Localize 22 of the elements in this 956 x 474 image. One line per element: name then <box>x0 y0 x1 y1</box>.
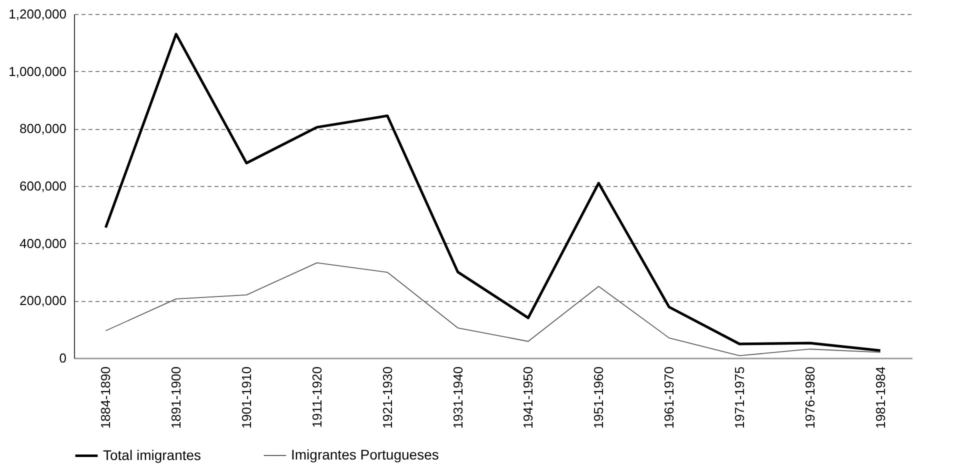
x-tick-label: 1951-1960 <box>591 366 606 429</box>
x-tick-label: 1901-1910 <box>239 366 254 429</box>
x-tick-label: 1981-1984 <box>872 366 888 429</box>
x-tick-label: 1961-1970 <box>662 366 677 429</box>
line-series <box>104 32 882 352</box>
x-tick-label: 1884-1890 <box>98 366 114 429</box>
x-tick-label: 1971-1975 <box>732 366 747 429</box>
legend-label: Total imigrantes <box>103 446 202 463</box>
x-tick-label: 1976-1980 <box>802 366 818 429</box>
x-tick-label: 1921-1930 <box>380 366 395 429</box>
y-tick-label: 1,200,000 <box>8 6 66 22</box>
y-tick-label: 800,000 <box>20 121 66 136</box>
y-tick-label: 1,000,000 <box>8 64 66 79</box>
y-tick-label: 400,000 <box>20 236 66 251</box>
y-tick-label: 200,000 <box>20 293 66 308</box>
legend-label: Imigrantes Portugueses <box>291 446 439 462</box>
x-tick-label: 1941-1950 <box>520 366 536 429</box>
y-tick-label: 600,000 <box>20 178 66 194</box>
x-tick-label: 1911-1920 <box>309 366 324 428</box>
y-tick-label: 0 <box>59 350 66 366</box>
x-tick-label: 1931-1940 <box>450 366 466 429</box>
x-tick-label: 1891-1900 <box>168 366 184 429</box>
